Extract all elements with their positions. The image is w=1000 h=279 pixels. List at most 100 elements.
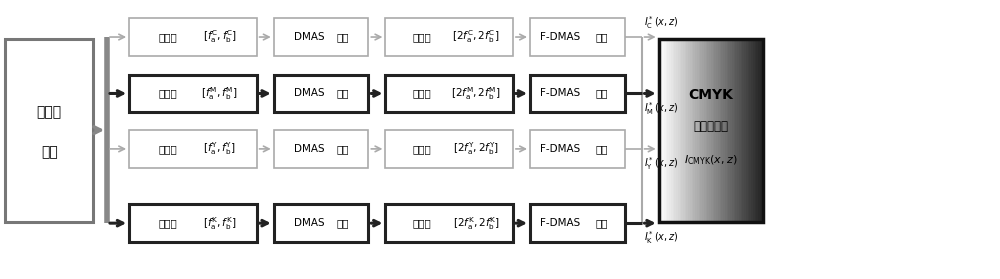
Text: CMYK: CMYK — [688, 88, 733, 102]
Bar — [732, 39, 734, 222]
Text: F-DMAS: F-DMAS — [540, 144, 580, 154]
Bar — [706, 39, 708, 222]
Bar — [690, 39, 692, 222]
Bar — [730, 39, 732, 222]
Bar — [674, 39, 677, 222]
Bar — [530, 18, 625, 56]
Text: F-DMAS: F-DMAS — [540, 218, 580, 228]
Text: 后滤波: 后滤波 — [413, 88, 432, 98]
Text: 成像: 成像 — [596, 144, 608, 154]
Bar — [728, 39, 731, 222]
Bar — [683, 39, 685, 222]
Text: 数据: 数据 — [41, 145, 58, 159]
Bar — [727, 39, 729, 222]
Bar — [129, 130, 257, 168]
Bar — [681, 39, 683, 222]
Text: 预滤波: 预滤波 — [159, 144, 177, 154]
Text: 算法: 算法 — [337, 32, 349, 42]
Bar — [385, 18, 513, 56]
Text: 后滤波: 后滤波 — [413, 218, 432, 228]
Text: F-DMAS: F-DMAS — [540, 88, 580, 98]
Bar — [129, 75, 257, 112]
Bar — [725, 39, 727, 222]
Bar — [707, 39, 710, 222]
Bar — [734, 39, 736, 222]
Text: 预滤波: 预滤波 — [159, 218, 177, 228]
Text: DMAS: DMAS — [294, 144, 324, 154]
Text: $[2f_\mathrm{a}^\mathrm{C},2f_\mathrm{b}^\mathrm{C}]$: $[2f_\mathrm{a}^\mathrm{C},2f_\mathrm{b}… — [452, 29, 500, 45]
Bar — [755, 39, 757, 222]
Bar — [739, 39, 741, 222]
Bar — [686, 39, 689, 222]
Text: $I_\mathrm{K}^*(x,z)$: $I_\mathrm{K}^*(x,z)$ — [644, 230, 678, 246]
Bar — [685, 39, 687, 222]
Bar — [678, 39, 680, 222]
Bar — [758, 39, 760, 222]
Bar — [660, 39, 663, 222]
Bar — [760, 39, 762, 222]
Bar — [5, 39, 93, 222]
Bar — [714, 39, 717, 222]
Bar — [741, 39, 743, 222]
Bar — [709, 39, 711, 222]
Bar — [700, 39, 703, 222]
Text: $I_\mathrm{Y}^*(x,z)$: $I_\mathrm{Y}^*(x,z)$ — [644, 155, 678, 172]
Bar — [673, 39, 675, 222]
Bar — [667, 39, 670, 222]
Text: $[2f_\mathrm{a}^\mathrm{M},2f_\mathrm{b}^\mathrm{M}]$: $[2f_\mathrm{a}^\mathrm{M},2f_\mathrm{b}… — [451, 85, 501, 102]
Bar — [762, 39, 764, 222]
Text: $[2f_\mathrm{a}^\mathrm{Y},2f_\mathrm{b}^\mathrm{Y}]$: $[2f_\mathrm{a}^\mathrm{Y},2f_\mathrm{b}… — [453, 141, 499, 157]
Text: $[f_\mathrm{a}^\mathrm{Y},f_\mathrm{b}^\mathrm{Y}]$: $[f_\mathrm{a}^\mathrm{Y},f_\mathrm{b}^\… — [203, 141, 236, 157]
Text: $[f_\mathrm{a}^\mathrm{K},f_\mathrm{b}^\mathrm{K}]$: $[f_\mathrm{a}^\mathrm{K},f_\mathrm{b}^\… — [203, 215, 237, 232]
Text: $I_\mathrm{M}^*(x,z)$: $I_\mathrm{M}^*(x,z)$ — [644, 100, 678, 117]
Text: 全矩阵: 全矩阵 — [37, 105, 62, 119]
Bar — [756, 39, 759, 222]
Bar — [737, 39, 739, 222]
Bar — [274, 75, 368, 112]
Bar — [688, 39, 690, 222]
Bar — [274, 18, 368, 56]
Text: 成像: 成像 — [596, 32, 608, 42]
Bar — [129, 204, 257, 242]
Bar — [530, 204, 625, 242]
Text: DMAS: DMAS — [294, 32, 324, 42]
Bar — [662, 39, 664, 222]
Text: 算法: 算法 — [337, 144, 349, 154]
Bar — [664, 39, 666, 222]
Bar — [742, 39, 745, 222]
Text: $I_\mathrm{CMYK}(x,z)$: $I_\mathrm{CMYK}(x,z)$ — [684, 153, 738, 167]
Text: 后滤波: 后滤波 — [413, 32, 432, 42]
Bar — [699, 39, 701, 222]
Bar — [659, 39, 763, 222]
Text: $[f_\mathrm{a}^\mathrm{C},f_\mathrm{b}^\mathrm{C}]$: $[f_\mathrm{a}^\mathrm{C},f_\mathrm{b}^\… — [203, 29, 237, 45]
Bar — [274, 130, 368, 168]
Text: $[2f_\mathrm{a}^\mathrm{K},2f_\mathrm{b}^\mathrm{K}]$: $[2f_\mathrm{a}^\mathrm{K},2f_\mathrm{b}… — [453, 215, 499, 232]
Bar — [530, 75, 625, 112]
Bar — [748, 39, 750, 222]
Text: 成像: 成像 — [596, 218, 608, 228]
Bar — [711, 39, 713, 222]
Text: $I_\mathrm{C}^*(x,z)$: $I_\mathrm{C}^*(x,z)$ — [644, 14, 678, 31]
Text: 算法: 算法 — [337, 88, 349, 98]
Bar — [693, 39, 696, 222]
Bar — [702, 39, 704, 222]
Bar — [676, 39, 678, 222]
Bar — [713, 39, 715, 222]
Text: 预滤波: 预滤波 — [159, 88, 177, 98]
Bar — [735, 39, 738, 222]
Bar — [721, 39, 724, 222]
Bar — [274, 204, 368, 242]
Text: 后滤波: 后滤波 — [413, 144, 432, 154]
Text: $[f_\mathrm{a}^\mathrm{M},f_\mathrm{b}^\mathrm{M}]$: $[f_\mathrm{a}^\mathrm{M},f_\mathrm{b}^\… — [201, 85, 238, 102]
Text: 成像: 成像 — [596, 88, 608, 98]
Bar — [671, 39, 673, 222]
Bar — [692, 39, 694, 222]
Bar — [751, 39, 753, 222]
Text: F-DMAS: F-DMAS — [540, 32, 580, 42]
Bar — [385, 75, 513, 112]
Bar — [530, 130, 625, 168]
Text: DMAS: DMAS — [294, 218, 324, 228]
Bar — [704, 39, 706, 222]
Bar — [666, 39, 668, 222]
Text: 伪彩色图像: 伪彩色图像 — [693, 120, 728, 133]
